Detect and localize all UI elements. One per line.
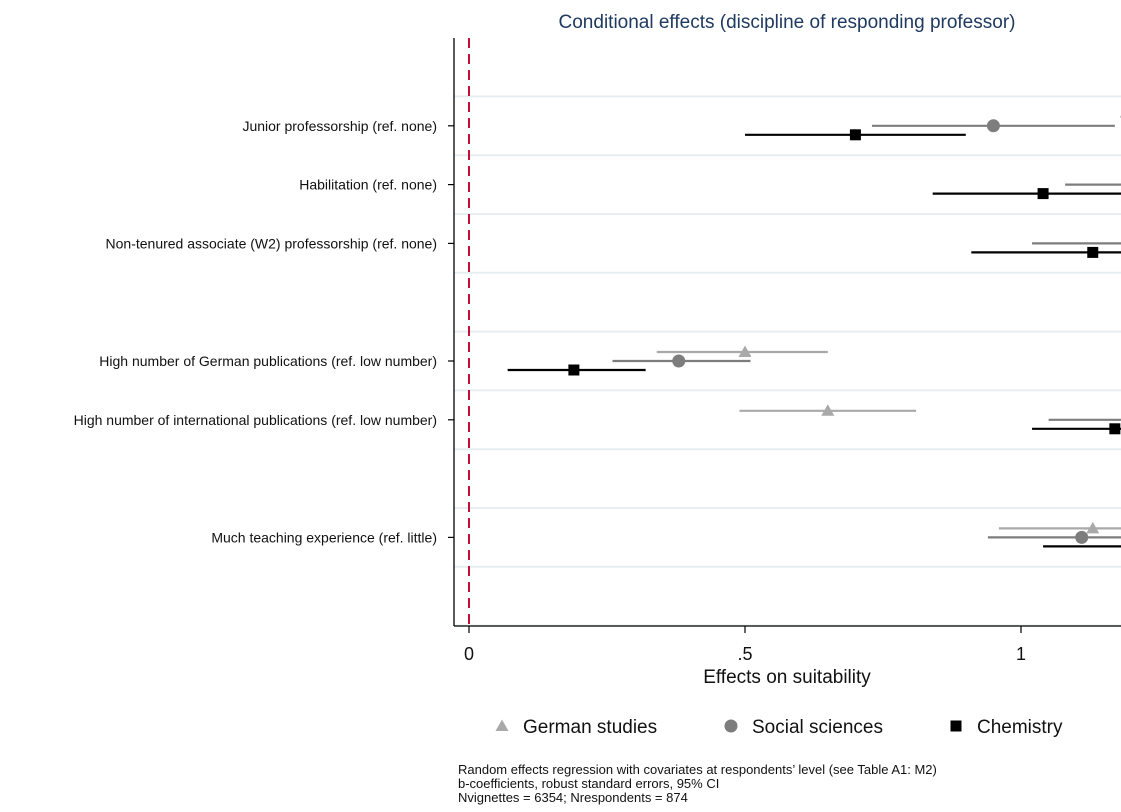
category-label: Habilitation (ref. none) bbox=[299, 177, 437, 193]
gridlines bbox=[454, 95, 1121, 627]
legend-label: Social sciences bbox=[752, 717, 883, 738]
point-marker bbox=[1087, 246, 1099, 258]
point-marker bbox=[849, 129, 861, 141]
chart-title: Conditional effects (discipline of respo… bbox=[559, 12, 1016, 33]
point-marker bbox=[1109, 423, 1121, 435]
axes bbox=[453, 38, 1121, 627]
legend: German studies Social sciences Chemistry bbox=[495, 717, 1063, 738]
category-label: High number of German publications (ref.… bbox=[99, 353, 437, 369]
legend-label: German studies bbox=[523, 717, 657, 738]
x-tick-label: .5 bbox=[737, 644, 752, 664]
point-marker bbox=[986, 119, 1000, 133]
legend-marker bbox=[724, 719, 738, 733]
point-marker bbox=[738, 345, 752, 357]
category-label: Much teaching experience (ref. little) bbox=[211, 529, 437, 545]
point-marker bbox=[821, 404, 835, 416]
point-marker bbox=[1037, 188, 1049, 200]
note-line: Random effects regression with covariate… bbox=[458, 762, 937, 777]
x-axis-ticks: 0.511.52 bbox=[464, 626, 1026, 664]
x-axis-label: Effects on suitability bbox=[703, 667, 871, 688]
point-marker bbox=[1075, 530, 1089, 544]
legend-label: Chemistry bbox=[977, 717, 1063, 738]
x-tick-label: 1 bbox=[1016, 644, 1026, 664]
legend-marker bbox=[950, 720, 962, 732]
x-tick-label: 0 bbox=[464, 644, 474, 664]
category-label: Non-tenured associate (W2) professorship… bbox=[106, 235, 437, 251]
category-label: Junior professorship (ref. none) bbox=[242, 118, 437, 134]
point-marker bbox=[568, 364, 580, 376]
category-label: High number of international publication… bbox=[74, 412, 437, 428]
point-marker bbox=[1086, 521, 1100, 534]
data-marks bbox=[507, 115, 1121, 548]
chart-notes: Random effects regression with covariate… bbox=[458, 762, 937, 805]
category-labels: Junior professorship (ref. none) Habilita… bbox=[74, 118, 454, 545]
point-marker bbox=[672, 354, 686, 368]
legend-marker bbox=[495, 719, 509, 731]
note-line: b-coefficients, robust standard errors, … bbox=[458, 776, 719, 791]
note-line: Nvignettes = 6354; Nrespondents = 874 bbox=[458, 790, 688, 805]
